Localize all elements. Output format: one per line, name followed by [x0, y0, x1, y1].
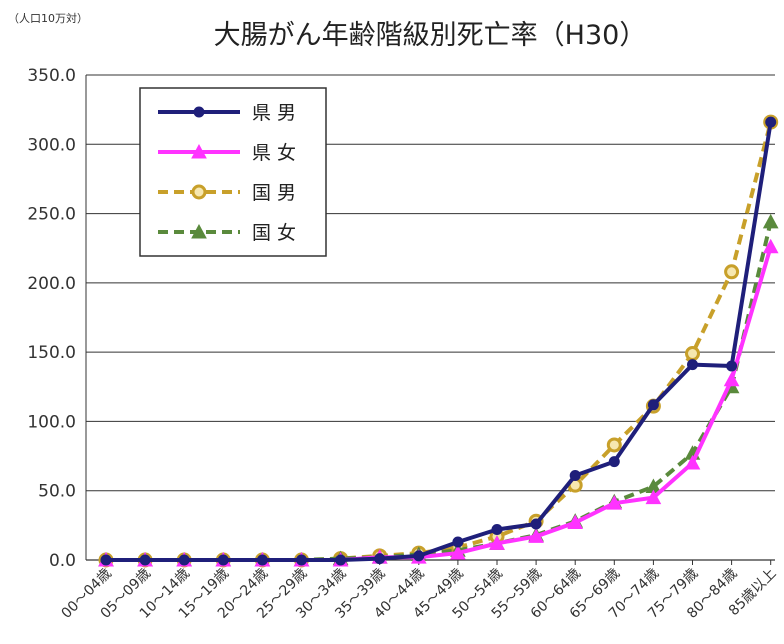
series-line: [106, 221, 773, 562]
data-point: [139, 554, 151, 566]
x-axis-ticks: 00～04歳05～09歳10～14歳15～19歳20～24歳25～29歳30～3…: [59, 566, 780, 622]
series-line: [106, 246, 773, 562]
unit-label: （人口10万対）: [8, 11, 88, 25]
y-tick-label: 150.0: [27, 343, 76, 363]
data-point: [685, 346, 700, 362]
y-tick-label: 50.0: [38, 482, 76, 502]
y-axis-ticks: 0.0 50.0 100.0 150.0 200.0 250.0 300.0 350.0: [27, 66, 76, 571]
data-point: [567, 514, 584, 530]
data-point: [684, 454, 701, 470]
data-point: [178, 554, 190, 566]
data-point: [256, 554, 268, 566]
series-1: [98, 238, 779, 567]
series-line: [106, 121, 773, 562]
data-point: [569, 469, 581, 481]
y-tick-label: 350.0: [27, 66, 76, 86]
data-point: [687, 359, 698, 371]
y-tick-label: 0.0: [49, 551, 76, 571]
data-point: [452, 536, 464, 548]
data-point: [491, 524, 503, 536]
chart-title: 大腸がん年齢階級別死亡率（H30）: [214, 20, 647, 51]
data-point: [450, 545, 466, 560]
data-point: [217, 554, 229, 566]
data-point: [724, 264, 740, 280]
data-point: [762, 238, 779, 254]
data-point: [335, 554, 347, 566]
y-tick-label: 300.0: [27, 135, 76, 155]
y-tick-label: 250.0: [27, 205, 76, 225]
data-point: [606, 437, 622, 453]
legend-swatch-marker: [191, 143, 207, 159]
series-3: [98, 213, 779, 567]
data-point: [726, 360, 738, 372]
legend-swatch-marker: [193, 106, 205, 118]
data-point: [762, 213, 779, 229]
data-point: [608, 456, 620, 468]
legend-swatch-marker: [191, 184, 207, 200]
legend-label: 県 男: [252, 102, 296, 124]
legend-label: 県 女: [252, 142, 296, 164]
data-point: [413, 550, 425, 562]
y-tick-label: 100.0: [27, 412, 76, 432]
data-point: [765, 116, 777, 128]
data-point: [296, 554, 307, 566]
data-point: [723, 371, 740, 387]
data-point: [489, 535, 505, 550]
data-point: [100, 554, 112, 566]
y-tick-label: 200.0: [27, 274, 76, 294]
series: [98, 114, 779, 568]
legend: 県 男県 女国 男国 女: [139, 87, 327, 257]
series-0: [100, 116, 777, 566]
data-point: [530, 518, 542, 530]
data-point: [645, 489, 662, 505]
data-point: [647, 399, 659, 411]
legend-box: [139, 87, 327, 257]
data-point: [606, 495, 623, 510]
legend-swatch-marker: [191, 223, 207, 239]
legend-label: 国 男: [252, 182, 296, 204]
data-point: [374, 553, 386, 565]
legend-label: 国 女: [252, 222, 296, 244]
data-point: [528, 528, 544, 543]
